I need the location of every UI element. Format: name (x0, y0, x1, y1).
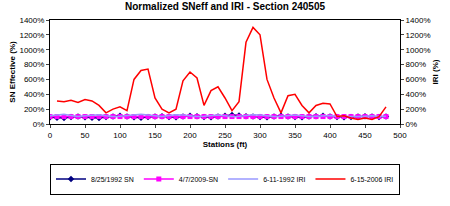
svg-text:4/7/2009-SN: 4/7/2009-SN (179, 176, 218, 183)
svg-text:250: 250 (218, 131, 232, 140)
svg-text:1400%: 1400% (406, 16, 431, 25)
svg-text:0%: 0% (406, 120, 418, 129)
svg-text:200: 200 (183, 131, 197, 140)
svg-text:IRI (%): IRI (%) (431, 59, 440, 84)
svg-text:400%: 400% (24, 90, 44, 99)
svg-text:400%: 400% (406, 90, 426, 99)
svg-text:800%: 800% (24, 60, 44, 69)
svg-text:SN Effective (%): SN Effective (%) (8, 41, 17, 103)
svg-text:50: 50 (81, 131, 90, 140)
svg-text:1000%: 1000% (19, 46, 44, 55)
svg-text:450: 450 (358, 131, 372, 140)
svg-text:1200%: 1200% (406, 31, 431, 40)
svg-text:1200%: 1200% (19, 31, 44, 40)
svg-text:600%: 600% (24, 75, 44, 84)
svg-text:300: 300 (253, 131, 267, 140)
svg-text:8/25/1992 SN: 8/25/1992 SN (91, 176, 134, 183)
svg-text:0%: 0% (33, 120, 45, 129)
svg-text:6-15-2006 IRI: 6-15-2006 IRI (350, 176, 393, 183)
svg-text:200%: 200% (406, 105, 426, 114)
svg-text:0: 0 (48, 131, 53, 140)
svg-text:400: 400 (323, 131, 337, 140)
svg-text:350: 350 (288, 131, 302, 140)
svg-text:100: 100 (113, 131, 127, 140)
svg-text:1000%: 1000% (406, 46, 431, 55)
svg-text:Stations (ft): Stations (ft) (203, 140, 248, 149)
svg-text:1400%: 1400% (19, 16, 44, 25)
svg-text:600%: 600% (406, 75, 426, 84)
svg-text:800%: 800% (406, 60, 426, 69)
svg-text:6-11-1992 IRI: 6-11-1992 IRI (263, 176, 305, 183)
svg-text:Normalized SNeff and IRI - Sec: Normalized SNeff and IRI - Section 24050… (125, 1, 325, 12)
svg-text:500: 500 (393, 131, 407, 140)
svg-text:200%: 200% (24, 105, 44, 114)
svg-text:150: 150 (148, 131, 162, 140)
